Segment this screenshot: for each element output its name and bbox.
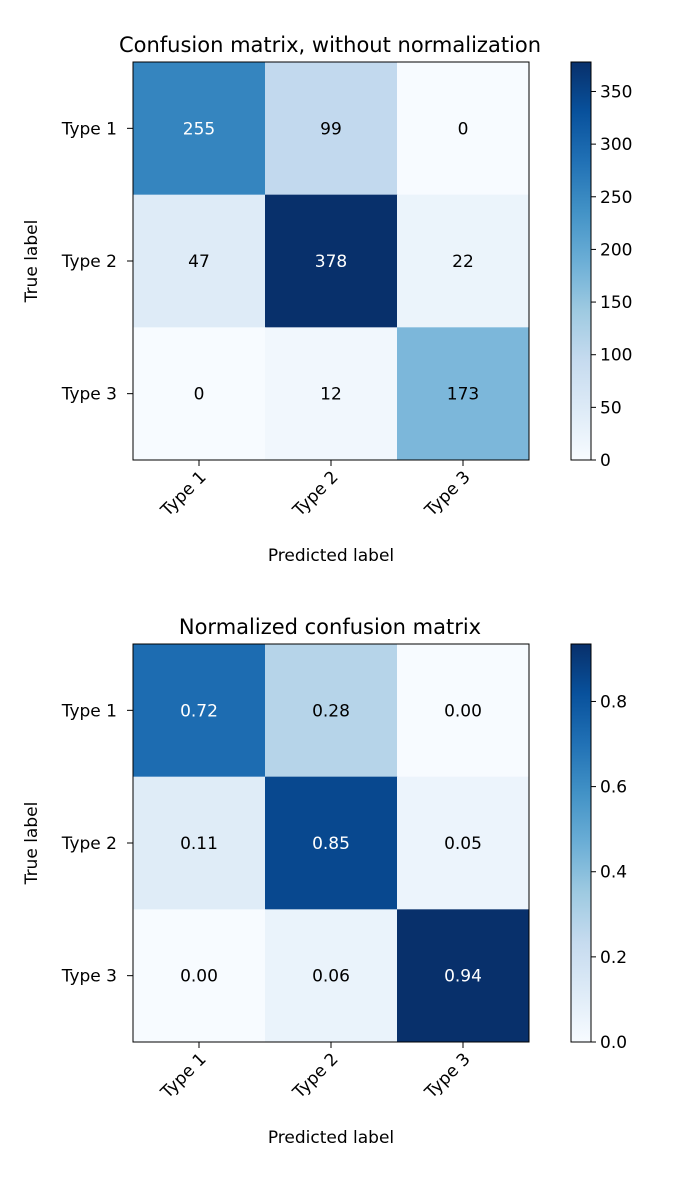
matrix-cell	[397, 776, 530, 910]
matrix-cells	[133, 62, 530, 461]
cell-value-label: 0.28	[312, 701, 350, 721]
colorbar-tick-label: 350	[600, 82, 632, 102]
matrix-cell	[265, 644, 398, 778]
y-tick-labels: Type 1 Type 2 Type 3	[61, 119, 133, 405]
chart-normalized: Normalized confusion matrix 0.72 0.28 0.00…	[22, 615, 627, 1148]
colorbar-tick-label: 0.6	[600, 778, 627, 798]
cell-value-label: 378	[315, 252, 347, 272]
colorbar-tick-label: 50	[600, 398, 622, 418]
x-tick-label: Type 2	[289, 467, 343, 521]
colorbar-tick-label: 0.4	[600, 863, 627, 883]
x-tick-labels: Type 1 Type 2 Type 3	[157, 1042, 475, 1103]
matrix-cell-labels: 0.72 0.28 0.00 0.11 0.85 0.05 0.00 0.06 0.94	[180, 701, 482, 986]
chart-title: Confusion matrix, without normalization	[119, 33, 541, 57]
colorbar-ticks: 0.0 0.2 0.4 0.6 0.8	[591, 692, 627, 1053]
y-tick-label: Type 2	[61, 252, 117, 272]
matrix-cell	[265, 776, 398, 910]
colorbar-tick-label: 300	[600, 135, 632, 155]
y-tick-label: Type 3	[61, 385, 117, 405]
x-tick-label: Type 2	[289, 1049, 343, 1103]
matrix-cells	[133, 644, 530, 1043]
colorbar-tick-label: 250	[600, 188, 632, 208]
matrix-cell	[133, 327, 266, 461]
colorbar-tick-label: 200	[600, 240, 632, 260]
cell-value-label: 173	[447, 385, 479, 405]
x-tick-labels: Type 1 Type 2 Type 3	[157, 460, 475, 521]
matrix-cell	[133, 644, 266, 778]
cell-value-label: 22	[452, 252, 474, 272]
colorbar-tick-label: 0	[600, 451, 611, 471]
cell-value-label: 0.05	[444, 834, 482, 854]
cell-value-label: 0	[458, 119, 469, 139]
x-tick-label: Type 1	[157, 467, 211, 521]
matrix-cell-labels: 255 99 0 47 378 22 0 12 173	[183, 119, 479, 404]
matrix-cell	[265, 327, 398, 461]
cell-value-label: 0.11	[180, 834, 218, 854]
matrix-cell	[133, 776, 266, 910]
x-tick-label: Type 1	[157, 1049, 211, 1103]
chart-title: Normalized confusion matrix	[179, 615, 481, 639]
y-tick-label: Type 1	[61, 119, 117, 139]
x-axis-label: Predicted label	[268, 1128, 394, 1148]
cell-value-label: 99	[320, 119, 342, 139]
cell-value-label: 0.00	[444, 701, 482, 721]
y-axis-label: True label	[22, 802, 42, 886]
y-tick-labels: Type 1 Type 2 Type 3	[61, 701, 133, 987]
cell-value-label: 0.06	[312, 967, 350, 987]
cell-value-label: 47	[188, 252, 210, 272]
colorbar-ticks: 0 50 100 150 200 250 300 350	[591, 82, 632, 471]
matrix-cell	[397, 644, 530, 778]
cell-value-label: 0.00	[180, 967, 218, 987]
matrix-cell	[265, 62, 398, 196]
matrix-cell	[397, 909, 530, 1043]
y-tick-label: Type 3	[61, 967, 117, 987]
colorbar-tick-label: 0.2	[600, 948, 627, 968]
x-tick-label: Type 3	[421, 467, 475, 521]
matrix-cell	[265, 909, 398, 1043]
colorbar-tick-label: 0.0	[600, 1033, 627, 1053]
colorbar	[570, 643, 592, 1043]
y-tick-label: Type 1	[61, 701, 117, 721]
cell-value-label: 0.85	[312, 834, 350, 854]
matrix-cell	[265, 194, 398, 328]
x-tick-label: Type 3	[421, 1049, 475, 1103]
colorbar	[570, 61, 592, 461]
y-tick-label: Type 2	[61, 834, 117, 854]
matrix-cell	[397, 194, 530, 328]
cell-value-label: 0.72	[180, 701, 218, 721]
cell-value-label: 12	[320, 385, 342, 405]
matrix-cell	[397, 62, 530, 196]
matrix-cell	[397, 327, 530, 461]
cell-value-label: 0	[194, 385, 205, 405]
matrix-cell	[133, 909, 266, 1043]
matrix-cell	[133, 62, 266, 196]
matrix-cell	[133, 194, 266, 328]
y-axis-label: True label	[22, 220, 42, 304]
cell-value-label: 0.94	[444, 967, 482, 987]
chart-raw-counts: Confusion matrix, without normalization …	[22, 33, 632, 566]
colorbar-tick-label: 0.8	[600, 692, 627, 712]
cell-value-label: 255	[183, 119, 215, 139]
colorbar-tick-label: 100	[600, 346, 632, 366]
x-axis-label: Predicted label	[268, 546, 394, 566]
colorbar-tick-label: 150	[600, 293, 632, 313]
